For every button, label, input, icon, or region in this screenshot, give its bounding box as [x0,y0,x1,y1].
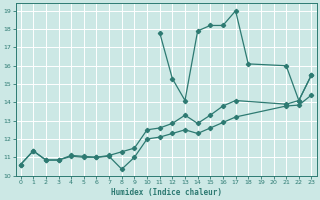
X-axis label: Humidex (Indice chaleur): Humidex (Indice chaleur) [110,188,221,197]
